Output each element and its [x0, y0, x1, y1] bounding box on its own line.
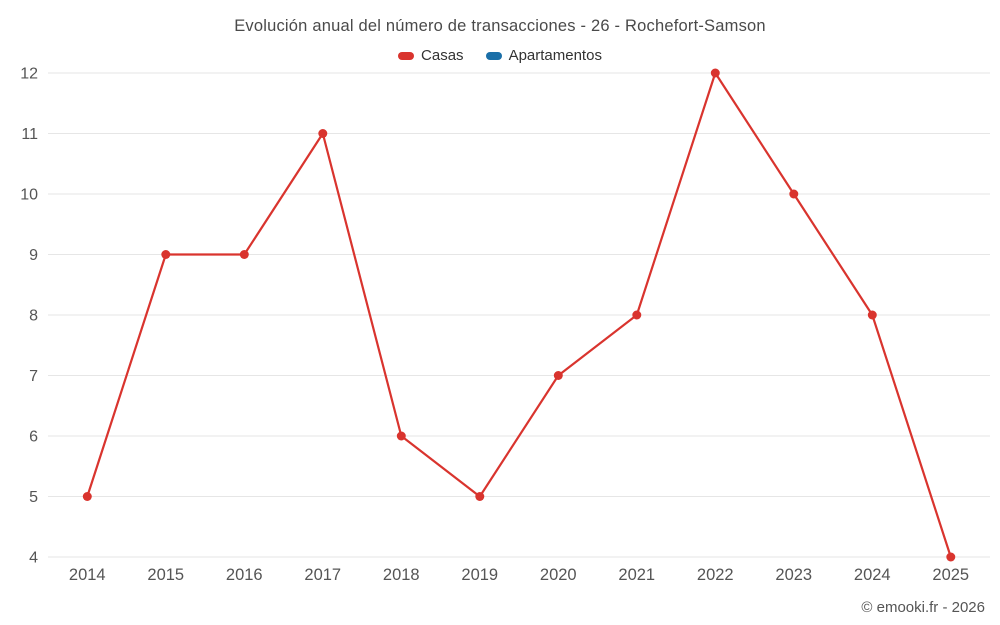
- data-point-casas-2014[interactable]: [82, 492, 92, 501]
- legend-item-apartamentos[interactable]: Apartamentos: [485, 47, 602, 64]
- legend-label-casas: Casas: [421, 47, 464, 64]
- data-point-casas-2021[interactable]: [632, 310, 642, 320]
- x-axis-label-2016: 2016: [226, 566, 263, 584]
- data-point-casas-2023[interactable]: [789, 189, 799, 199]
- x-axis-label-2019: 2019: [461, 566, 498, 584]
- x-axis-label-2020: 2020: [540, 566, 577, 584]
- legend-swatch-apartamentos-icon: [485, 51, 502, 60]
- y-axis-label-4: 4: [29, 550, 38, 567]
- legend-label-apartamentos: Apartamentos: [508, 47, 602, 64]
- x-axis-label-2015: 2015: [147, 566, 184, 584]
- y-axis-label-10: 10: [20, 187, 38, 204]
- y-axis-label-12: 12: [20, 66, 38, 83]
- data-point-casas-2020[interactable]: [553, 371, 563, 380]
- y-axis-label-11: 11: [21, 126, 38, 143]
- y-axis-label-8: 8: [29, 308, 38, 325]
- chart-legend: Casas Apartamentos: [0, 47, 1000, 64]
- data-point-casas-2015[interactable]: [161, 250, 171, 259]
- chart-title: Evolución anual del número de transaccio…: [234, 17, 766, 35]
- data-point-casas-2018[interactable]: [396, 431, 406, 441]
- y-axis-label-5: 5: [29, 489, 38, 506]
- data-point-casas-2025[interactable]: [946, 552, 956, 562]
- y-axis-label-9: 9: [29, 247, 38, 264]
- data-point-casas-2016[interactable]: [239, 250, 249, 259]
- x-axis-label-2017: 2017: [304, 566, 341, 584]
- y-axis-label-6: 6: [29, 429, 38, 446]
- x-axis-label-2025: 2025: [932, 566, 969, 584]
- x-axis-label-2018: 2018: [383, 566, 420, 584]
- copyright-text: © emooki.fr - 2026: [861, 599, 985, 616]
- x-axis-label-2022: 2022: [697, 566, 734, 584]
- series-line-casas: [86, 71, 952, 559]
- data-point-casas-2017[interactable]: [318, 129, 328, 138]
- data-point-casas-2019[interactable]: [475, 492, 485, 501]
- x-axis-label-2021: 2021: [618, 566, 655, 584]
- x-axis-label-2024: 2024: [854, 566, 891, 584]
- x-axis-label-2023: 2023: [775, 566, 812, 584]
- legend-item-casas[interactable]: Casas: [398, 47, 464, 64]
- legend-swatch-casas-icon: [398, 51, 415, 60]
- data-point-casas-2024[interactable]: [867, 310, 877, 320]
- y-axis-label-7: 7: [29, 368, 38, 385]
- data-point-casas-2022[interactable]: [710, 68, 720, 78]
- x-axis-label-2014: 2014: [69, 566, 106, 584]
